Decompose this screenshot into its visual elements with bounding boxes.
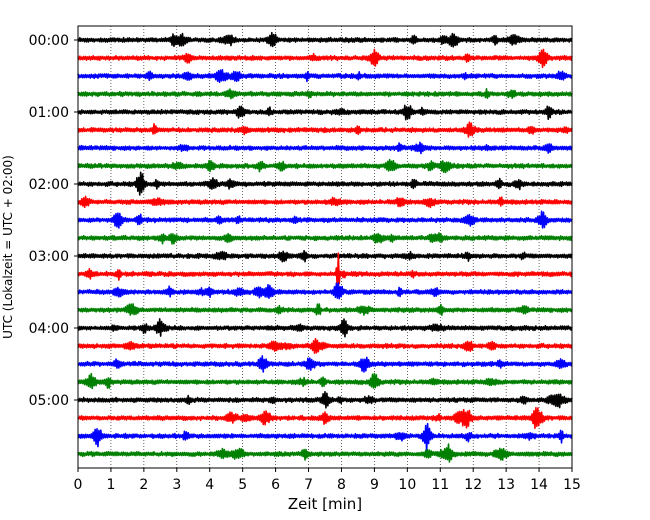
y-axis-ticks: 00:00 01:00 02:00 03:00 04:00 05:00 <box>29 33 78 409</box>
x-tick-label: 14 <box>530 477 548 493</box>
x-tick-label: 12 <box>464 477 482 493</box>
seismogram-trace <box>77 104 573 121</box>
y-axis-label: UTC (Lokalzeit = UTC + 02:00) <box>1 155 15 339</box>
y-tick-label: 01:00 <box>29 105 69 121</box>
seismogram-trace <box>77 210 573 229</box>
x-tick-label: 2 <box>139 477 148 493</box>
x-tick-label: 1 <box>106 477 115 493</box>
seismogram-trace <box>77 252 573 293</box>
seismogram-trace <box>77 303 573 317</box>
seismogram-trace <box>77 232 573 245</box>
seismogram-trace <box>77 48 573 69</box>
seismogram-trace <box>77 355 573 373</box>
x-tick-label: 13 <box>497 477 515 493</box>
y-tick-label: 05:00 <box>29 393 69 409</box>
seismogram-trace <box>77 171 573 196</box>
seismogram-trace <box>77 141 573 155</box>
seismogram-trace <box>77 88 573 100</box>
seismogram-trace <box>77 443 573 463</box>
seismogram-trace <box>77 121 573 138</box>
seismogram-traces <box>77 31 573 463</box>
y-tick-label: 03:00 <box>29 249 69 265</box>
seismogram-trace <box>77 68 573 84</box>
x-tick-label: 8 <box>337 477 346 493</box>
x-tick-label: 15 <box>563 477 581 493</box>
x-tick-label: 3 <box>172 477 181 493</box>
x-tick-label: 6 <box>271 477 280 493</box>
x-tick-label: 10 <box>398 477 416 493</box>
x-axis-label: Zeit [min] <box>288 495 362 513</box>
x-tick-label: 7 <box>304 477 313 493</box>
x-axis-ticks: 0 1 2 3 4 5 6 7 8 9 10 11 12 13 14 15 <box>74 468 581 493</box>
x-tick-label: 0 <box>74 477 83 493</box>
seismogram-trace <box>77 282 573 300</box>
x-tick-label: 4 <box>205 477 214 493</box>
seismogram-trace <box>77 337 573 354</box>
seismogram-trace <box>77 422 573 453</box>
x-tick-label: 9 <box>370 477 379 493</box>
x-tick-label: 11 <box>431 477 449 493</box>
y-tick-label: 02:00 <box>29 177 69 193</box>
seismogram-trace <box>77 195 573 209</box>
seismogram-trace <box>77 318 573 338</box>
seismogram-trace <box>77 158 573 174</box>
seismogram-trace <box>77 372 573 390</box>
seismogram-trace <box>77 391 573 409</box>
y-tick-label: 00:00 <box>29 33 69 49</box>
seismogram-trace <box>77 31 573 48</box>
seismogram-trace <box>77 249 573 263</box>
y-tick-label: 04:00 <box>29 321 69 337</box>
x-tick-label: 5 <box>238 477 247 493</box>
seismogram-trace <box>77 406 573 429</box>
plot-frame <box>77 25 573 469</box>
